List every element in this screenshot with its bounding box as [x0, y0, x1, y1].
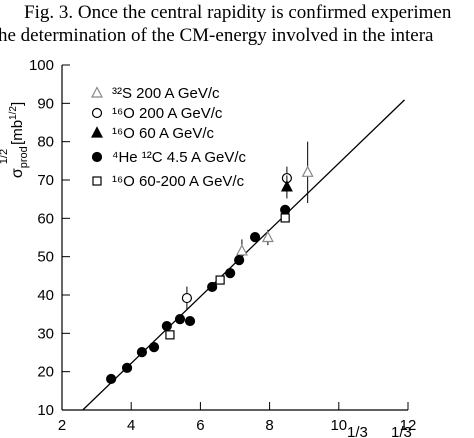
marker — [207, 281, 218, 293]
y-tick-label: 40 — [37, 287, 54, 304]
marker — [235, 244, 248, 256]
marker — [181, 292, 193, 304]
x-tick-label: 4 — [127, 417, 135, 434]
legend-label: ¹⁶O 60-200 A GeV/c — [112, 173, 245, 190]
x-tick-label: 12 — [400, 417, 417, 434]
y-tick-label: 80 — [37, 134, 54, 151]
marker — [301, 165, 314, 177]
legend-marker — [91, 107, 103, 119]
legend-label: ⁴He ¹²C 4.5 A GeV/c — [112, 149, 246, 166]
legend-label: ³²S 200 A GeV/c — [112, 85, 220, 102]
y-tick-label: 10 — [37, 402, 54, 419]
marker — [174, 314, 186, 325]
y-label-part: prod — [18, 146, 30, 168]
x-tick-label: 6 — [196, 417, 204, 434]
y-label-part: [mb — [9, 120, 26, 145]
marker — [184, 315, 196, 327]
marker — [280, 180, 293, 192]
marker — [106, 373, 117, 385]
x-label-fragment: 1/3 — [391, 424, 412, 438]
y-tick-label: 20 — [37, 364, 54, 381]
y-label-part: σ — [9, 168, 26, 178]
y-label-part: ] — [9, 102, 26, 106]
legend-marker — [91, 126, 103, 138]
y-tick-label: 70 — [37, 172, 54, 189]
y-tick-label: 100 — [29, 57, 54, 74]
marker — [261, 230, 274, 243]
caption-line: Fig. 3. Once the central rapidity is con… — [24, 2, 452, 23]
legend-label: ¹⁶O 60 A GeV/c — [112, 125, 215, 142]
caption-line: he determination of the CM-energy involv… — [0, 25, 434, 46]
y-tick-label: 30 — [37, 325, 54, 342]
y-label-part: 1/2 — [0, 149, 10, 164]
marker — [225, 268, 236, 279]
marker — [215, 275, 225, 285]
x-label-fragment: 1/3 — [347, 424, 368, 438]
marker — [165, 330, 175, 340]
legend-marker — [92, 176, 102, 186]
marker — [280, 204, 291, 215]
x-tick-label: 8 — [265, 417, 273, 434]
x-tick-label: 2 — [58, 417, 66, 434]
y-tick-label: 90 — [37, 95, 54, 112]
legend-marker — [91, 151, 103, 163]
marker — [121, 362, 133, 373]
y-label-part: 1/2 — [8, 106, 19, 120]
legend-label: ¹⁶O 200 A GeV/c — [112, 105, 223, 122]
marker — [136, 347, 148, 358]
y-tick-label: 60 — [37, 210, 54, 227]
y-axis-label: σprod1/2[mb1/2] — [0, 102, 30, 178]
marker — [234, 255, 245, 266]
marker — [280, 213, 290, 223]
marker — [161, 320, 172, 332]
legend-marker — [91, 86, 103, 98]
y-tick-label: 50 — [37, 249, 54, 266]
marker — [249, 232, 261, 243]
x-tick-label: 10 — [330, 417, 347, 434]
marker — [148, 342, 160, 353]
